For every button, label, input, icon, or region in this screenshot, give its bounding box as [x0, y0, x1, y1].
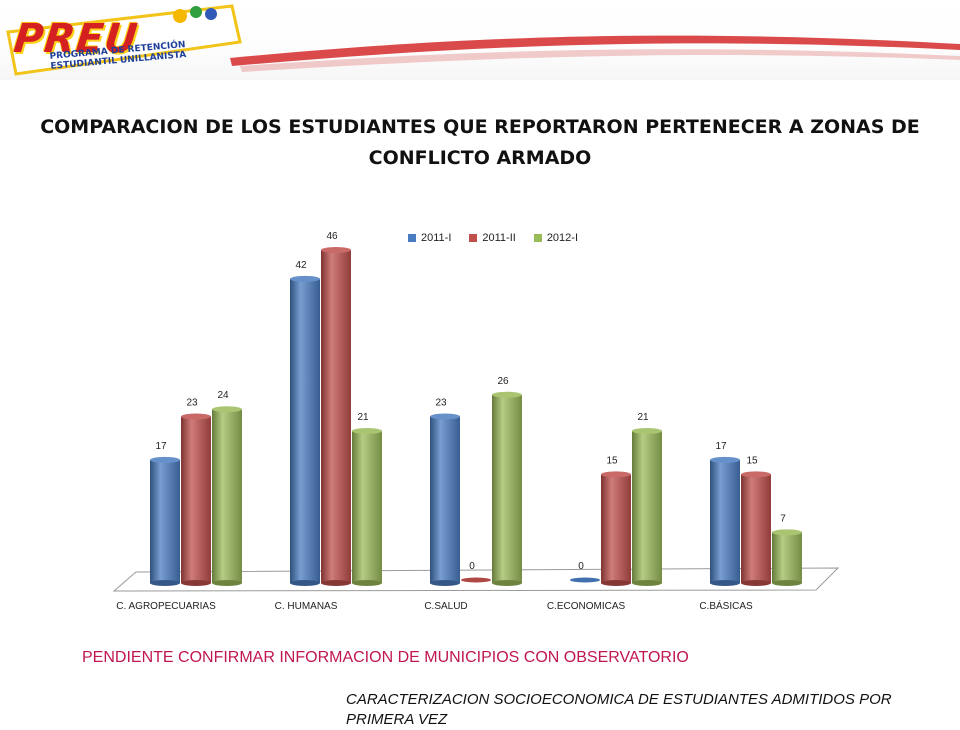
- bar-2012-I-C.ECONOMICAS: [632, 427, 662, 586]
- data-label: 15: [746, 455, 758, 466]
- bar-2011-I-C.SALUD: [430, 413, 460, 586]
- data-label: 46: [326, 231, 338, 242]
- footer-caption: CARACTERIZACION SOCIOECONOMICA DE ESTUDI…: [346, 691, 892, 728]
- legend-item: 2012-I: [533, 232, 579, 244]
- bar-2012-I-C.BÁSICAS: [772, 529, 802, 586]
- data-label: 26: [497, 376, 509, 387]
- data-label: 17: [155, 441, 167, 452]
- data-label: 17: [715, 441, 727, 452]
- footer-note: PENDIENTE CONFIRMAR INFORMACION DE MUNIC…: [82, 649, 689, 666]
- legend-label: 2011-I: [421, 232, 452, 244]
- legend-swatch: [533, 234, 542, 242]
- legend-label: 2011-II: [482, 232, 516, 244]
- category-label: C.BÁSICAS: [699, 599, 753, 612]
- legend-label: 2012-I: [546, 232, 579, 244]
- data-label: 7: [780, 513, 786, 524]
- chart-legend: 2011-I 2011-II 2012-I: [408, 232, 578, 244]
- slide-title: COMPARACION DE LOS ESTUDIANTES QUE REPOR…: [40, 116, 920, 169]
- data-label: 23: [435, 397, 447, 408]
- data-label: 21: [637, 412, 649, 423]
- bar-2011-I-C.ECONOMICAS: [570, 577, 600, 583]
- data-label: 23: [186, 397, 198, 408]
- bar-2011-II-C.BÁSICAS: [741, 471, 771, 586]
- bar-2011-II-C.SALUD: [461, 577, 491, 583]
- legend-item: 2011-II: [469, 232, 516, 244]
- bar-2012-I-C. HUMANAS: [352, 427, 382, 586]
- data-label: 42: [295, 260, 307, 271]
- data-label: 15: [606, 455, 618, 466]
- bar-2012-I-C.SALUD: [492, 391, 522, 586]
- bar-2012-I-C. AGROPECUARIAS: [212, 406, 242, 586]
- bar-2011-II-C. AGROPECUARIAS: [181, 413, 211, 586]
- category-label: C. HUMANAS: [275, 601, 338, 612]
- header-swoosh: [230, 35, 960, 72]
- data-label: 21: [357, 412, 369, 423]
- data-label: 24: [217, 390, 229, 401]
- bar-chart: 17 23 24 C. AGROPECUARIAS 42 46 21 C. HUMANAS 23…: [112, 231, 840, 612]
- data-label: 0: [578, 561, 584, 572]
- header-band: PREU PROGRAMA DE RETENCIÓN ESTUDIANTIL U…: [0, 0, 960, 80]
- data-label: 0: [469, 561, 475, 572]
- bar-2011-I-C. AGROPECUARIAS: [150, 456, 180, 586]
- category-label: C.SALUD: [424, 601, 467, 612]
- bar-2011-II-C. HUMANAS: [321, 246, 351, 586]
- category-label: C. AGROPECUARIAS: [116, 601, 216, 612]
- logo-hand-blue-icon: [205, 8, 217, 20]
- legend-item: 2011-I: [408, 232, 451, 244]
- legend-swatch: [408, 234, 416, 242]
- bar-2011-II-C.ECONOMICAS: [601, 471, 631, 586]
- chart-area: 17 23 24 C. AGROPECUARIAS 42 46 21 C. HUMANAS 23…: [100, 212, 860, 632]
- preu-logo: PREU PROGRAMA DE RETENCIÓN ESTUDIANTIL U…: [4, 2, 244, 76]
- legend-swatch: [469, 234, 478, 242]
- category-label: C.ECONOMICAS: [547, 601, 626, 612]
- bar-2011-I-C.BÁSICAS: [710, 456, 740, 586]
- logo-badge: [6, 4, 242, 76]
- logo-hand-green-icon: [190, 6, 202, 18]
- logo-hand-yellow-icon: [173, 9, 187, 23]
- bar-2011-I-C. HUMANAS: [290, 275, 320, 586]
